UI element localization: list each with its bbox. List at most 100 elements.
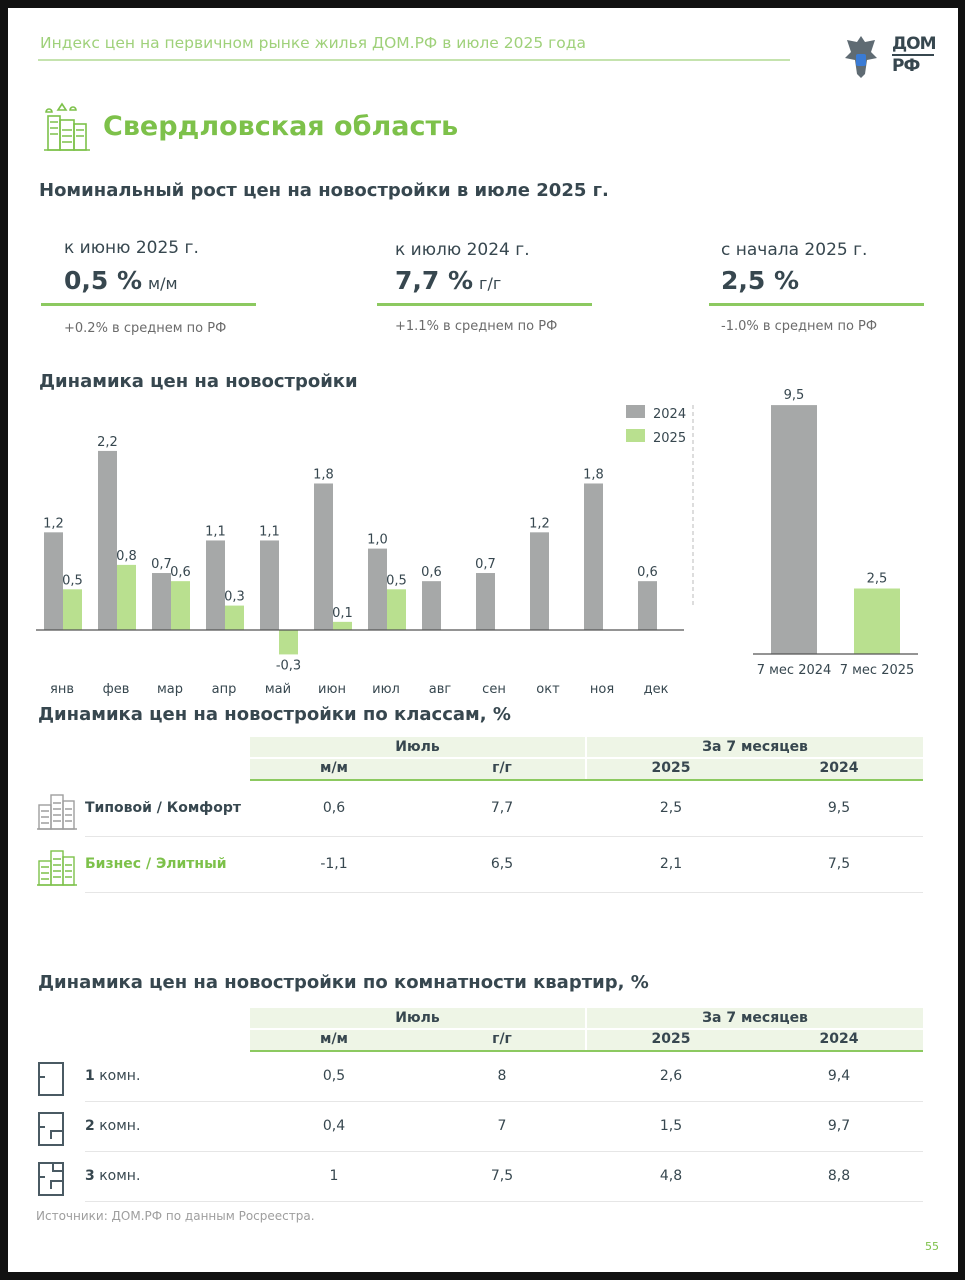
header-underline [250,1050,923,1052]
column-header: 2024 [819,1031,859,1047]
month-tick-label: ноя [590,682,614,697]
table-cell: 8 [497,1068,507,1084]
legend-swatch-2025 [626,429,645,442]
column-header: г/г [492,760,512,776]
kpi-note: +0.2% в среднем по РФ [64,321,227,336]
page-number: 55 [925,1240,939,1253]
legend-label-2025: 2025 [653,431,686,446]
row-label: 1 комн. [85,1068,141,1084]
region-title: Свердловская область [103,111,459,142]
kpi-label: к июню 2025 г. [64,238,199,258]
row-divider [85,836,923,837]
month-tick-label: июл [372,682,400,697]
ytd-bar-value: 9,5 [784,388,805,403]
kpi-label: с начала 2025 г. [721,240,868,260]
coat-of-arms-icon [845,36,877,78]
month-tick-label: май [265,682,291,697]
bar-value-label: 1,8 [313,467,334,482]
bar-value-label: 1,1 [205,524,226,539]
bar-2025-янв [63,589,82,630]
three-room-floorplan-icon [36,1157,68,1203]
bar-2024-июн [314,483,333,630]
bar-value-label: 0,5 [386,573,407,588]
nominal-growth-title: Номинальный рост цен на новостройки в ию… [39,180,609,201]
bar-2025-апр [225,605,244,630]
kpi-value: 0,5 % м/м [64,266,178,295]
table-cell: 9,5 [827,800,851,816]
column-header: м/м [320,760,348,776]
bar-value-label: 2,2 [97,435,118,450]
classes-title: Динамика цен на новостройки по классам, … [38,704,511,725]
table-cell: 0,6 [322,800,346,816]
legend-swatch-2024 [626,405,645,418]
bar-value-label: 0,1 [332,606,353,621]
month-tick-label: янв [50,682,74,697]
report-header-title: Индекс цен на первичном рынке жилья ДОМ.… [40,34,586,52]
group-header-7-months: За 7 месяцев [702,739,808,755]
month-tick-label: дек [644,682,669,697]
bar-value-label: 1,0 [367,533,388,548]
table-cell: 2,5 [659,800,683,816]
ytd-bar-1 [854,588,900,654]
kpi-note: +1.1% в среднем по РФ [395,319,558,334]
source-note: Источники: ДОМ.РФ по данным Росреестра. [36,1209,315,1223]
kpi-underline [41,303,256,306]
group-header-july: Июль [395,1010,440,1026]
column-header: 2025 [651,1031,691,1047]
header-divider [250,757,923,759]
header-underline [250,779,923,781]
bar-value-label: 1,1 [259,524,280,539]
bar-2025-май [279,630,298,655]
row-divider [85,892,923,893]
month-tick-label: авг [429,682,452,697]
bar-2025-июн [333,621,352,630]
bar-2025-фев [117,564,136,630]
legend-label-2024: 2024 [653,407,686,422]
ytd-tick-label: 7 мес 2025 [840,663,915,678]
bar-2024-янв [44,532,63,630]
bar-value-label: 1,2 [43,516,64,531]
bar-2024-мар [152,573,171,630]
table-cell: 7,5 [827,856,851,872]
city-buildings-icon [44,102,90,151]
business-class-buildings-icon [36,845,78,891]
row-divider [85,1151,923,1152]
group-header-july: Июль [395,739,440,755]
bar-2024-апр [206,540,225,630]
group-header-7-months: За 7 месяцев [702,1010,808,1026]
bar-value-label: 0,6 [637,565,658,580]
domrf-logo: ДОМ РФ [892,34,937,76]
row-divider [85,1101,923,1102]
bar-value-label: 0,5 [62,573,83,588]
month-tick-label: фев [103,682,130,697]
table-cell: 9,4 [827,1068,851,1084]
two-room-floorplan-icon [36,1107,68,1153]
bar-2024-май [260,540,279,630]
kpi-value: 2,5 % [721,266,800,295]
column-header: 2025 [651,760,691,776]
bar-value-label: 0,7 [475,557,496,572]
bar-value-label: 0,6 [170,565,191,580]
table-cell: 4,8 [659,1168,683,1184]
ytd-tick-label: 7 мес 2024 [757,663,832,678]
bar-2024-дек [638,581,657,630]
row-label: 3 комн. [85,1168,141,1184]
bar-2024-сен [476,573,495,630]
bar-value-label: 0,6 [421,565,442,580]
report-page: Индекс цен на первичном рынке жилья ДОМ.… [8,8,958,1272]
bar-value-label: 1,2 [529,516,550,531]
month-tick-label: апр [212,682,237,697]
bar-2024-июл [368,548,387,630]
table-cell: 2,6 [659,1068,683,1084]
table-cell: 0,4 [322,1118,346,1134]
ytd-bar-0 [771,405,817,654]
bar-2025-июл [387,589,406,630]
kpi-label: к июлю 2024 г. [395,240,530,260]
table-cell: 1,5 [659,1118,683,1134]
month-tick-label: мар [157,682,183,697]
table-cell: 7 [497,1118,507,1134]
rooms-title: Динамика цен на новостройки по комнатнос… [38,972,649,993]
table-cell: 6,5 [490,856,514,872]
bar-2024-окт [530,532,549,630]
bar-value-label: 0,8 [116,549,137,564]
